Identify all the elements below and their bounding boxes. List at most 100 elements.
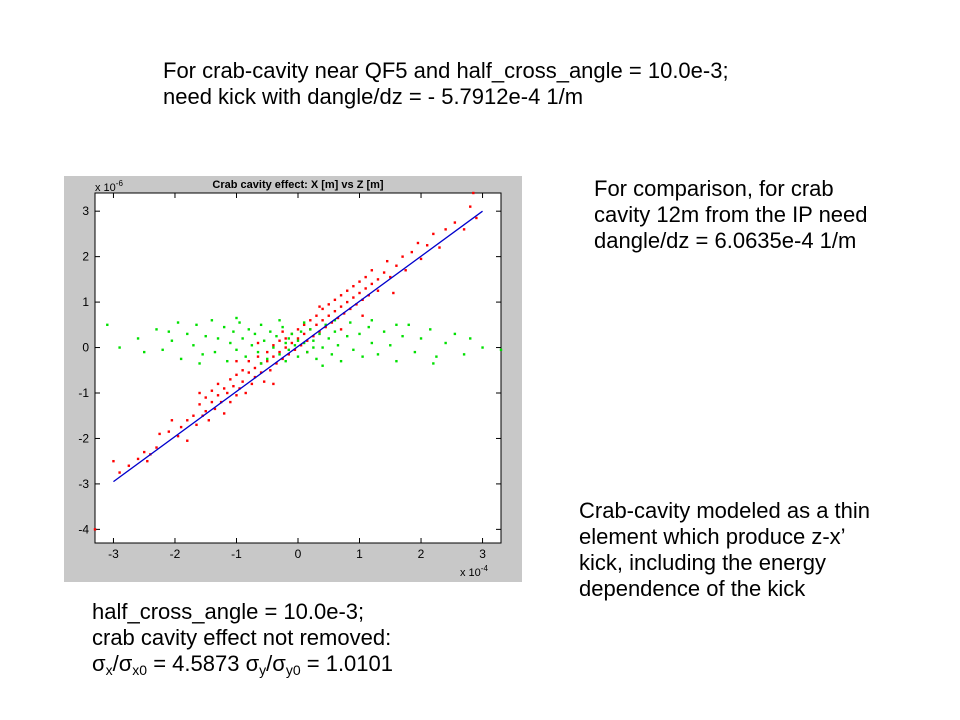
red-data-point — [167, 430, 171, 433]
green-data-point — [333, 319, 337, 322]
green-data-point — [179, 357, 183, 361]
bottom-line-2: crab cavity effect not removed: — [92, 625, 392, 650]
red-data-point — [370, 269, 374, 272]
red-data-point — [419, 257, 423, 261]
green-data-point — [287, 337, 290, 340]
green-data-point — [349, 321, 352, 324]
green-data-point — [321, 364, 324, 367]
red-data-point — [250, 382, 254, 386]
green-data-point — [312, 339, 315, 342]
red-data-point — [235, 373, 238, 377]
y-tick-label: -1 — [78, 386, 89, 400]
red-data-point — [213, 407, 217, 411]
red-data-point — [278, 339, 281, 342]
red-data-point — [272, 344, 275, 347]
axis-ticks: -3 -2 -1 0 1 2 3 -4 -3 -2 -1 0 1 2 3 — [78, 193, 501, 561]
sigma-ratio-line: σx/σx0 = 4.5873 σy/σy0 = 1.0101 — [92, 651, 393, 683]
green-data-point — [395, 359, 398, 363]
green-data-point — [302, 321, 306, 324]
red-data-point — [444, 228, 447, 231]
green-data-point — [296, 355, 300, 358]
y-multiplier: x 10-6 — [95, 179, 123, 194]
green-data-point — [281, 325, 284, 329]
x-multiplier: x 10-4 — [460, 564, 488, 579]
slash: / — [112, 651, 119, 676]
red-data-point — [179, 425, 183, 429]
red-data-point — [146, 459, 149, 463]
green-data-point — [118, 346, 121, 349]
red-data-point — [318, 305, 321, 308]
red-data-point — [266, 350, 269, 354]
plot-area — [94, 192, 502, 544]
red-data-point — [278, 350, 281, 354]
red-data-point — [195, 423, 198, 427]
red-data-point — [229, 400, 232, 404]
red-data-point — [262, 380, 266, 383]
red-data-point — [256, 341, 260, 345]
red-data-point — [302, 323, 306, 327]
red-data-point — [192, 414, 195, 417]
green-data-point — [339, 359, 343, 363]
red-data-point — [410, 250, 414, 254]
red-data-point — [395, 264, 398, 267]
sigma-symbol: σ — [272, 651, 286, 676]
green-data-point — [299, 330, 303, 333]
y-tick-label: 0 — [82, 341, 89, 355]
green-data-point — [201, 353, 204, 356]
green-data-point — [330, 353, 334, 356]
green-data-point — [284, 341, 287, 345]
red-data-point — [216, 382, 220, 386]
red-data-point — [296, 337, 300, 340]
y-tick-label: 1 — [82, 295, 89, 309]
red-data-point — [170, 419, 174, 422]
slash: / — [266, 651, 273, 676]
green-data-point — [222, 325, 226, 329]
green-data-point — [284, 359, 287, 363]
green-data-point — [272, 346, 275, 349]
red-data-point — [222, 412, 226, 415]
red-data-point — [284, 346, 287, 349]
red-data-point — [241, 380, 244, 383]
red-data-point — [158, 432, 161, 436]
sigma-symbol: σ — [92, 651, 106, 676]
green-data-point — [481, 346, 484, 349]
green-data-point — [389, 344, 392, 347]
red-data-point — [389, 275, 392, 279]
green-data-point — [429, 328, 432, 331]
green-data-point — [136, 337, 140, 340]
comparison-note: For comparison, for crab cavity 12m from… — [594, 176, 868, 254]
green-data-point — [275, 334, 278, 338]
green-data-point — [232, 330, 235, 333]
red-data-point — [358, 291, 361, 295]
red-data-point — [324, 325, 327, 329]
green-data-point — [167, 330, 171, 333]
green-data-point — [235, 348, 238, 352]
green-data-point — [453, 332, 457, 336]
green-data-point — [176, 321, 180, 324]
green-data-point — [161, 348, 164, 352]
green-data-point — [324, 323, 327, 327]
y-tick-label: -4 — [78, 522, 89, 536]
green-data-point — [290, 332, 294, 336]
green-data-point — [216, 337, 220, 340]
red-data-point — [336, 316, 340, 320]
green-data-point — [253, 332, 257, 336]
green-data-point — [269, 330, 272, 333]
x-multiplier-exponent: -4 — [481, 564, 489, 573]
green-data-point — [241, 337, 244, 340]
chart-title: Crab cavity effect: X [m] vs Z [m] — [212, 179, 383, 191]
green-data-point — [361, 355, 364, 358]
red-data-point — [432, 232, 435, 236]
red-data-point — [404, 269, 407, 272]
red-data-point — [364, 275, 367, 279]
green-data-point — [262, 339, 266, 342]
green-data-point — [155, 328, 158, 331]
red-data-point — [281, 357, 284, 361]
green-data-point — [266, 357, 269, 361]
comparison-line-1: For comparison, for crab — [594, 176, 834, 201]
red-data-point — [186, 439, 189, 442]
red-data-point — [198, 391, 201, 395]
green-data-point — [170, 339, 174, 342]
y-tick-label: 2 — [82, 250, 89, 264]
red-data-point — [176, 434, 180, 438]
